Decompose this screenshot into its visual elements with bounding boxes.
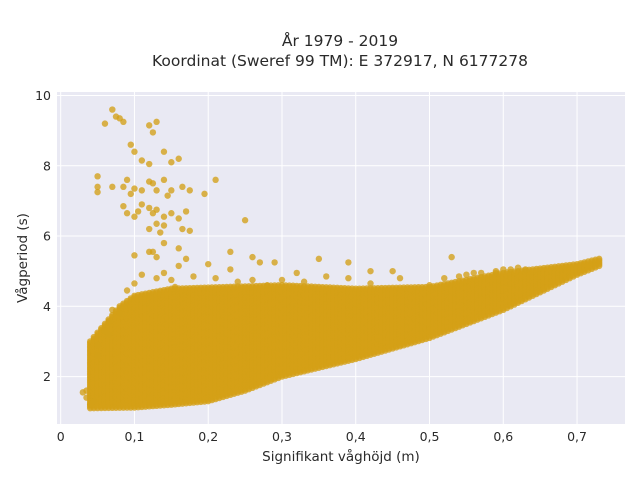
- chart-title-line1: År 1979 - 2019: [282, 31, 398, 50]
- chart-title-line2: Koordinat (Sweref 99 TM): E 372917, N 61…: [152, 52, 528, 70]
- data-points: [79, 106, 603, 412]
